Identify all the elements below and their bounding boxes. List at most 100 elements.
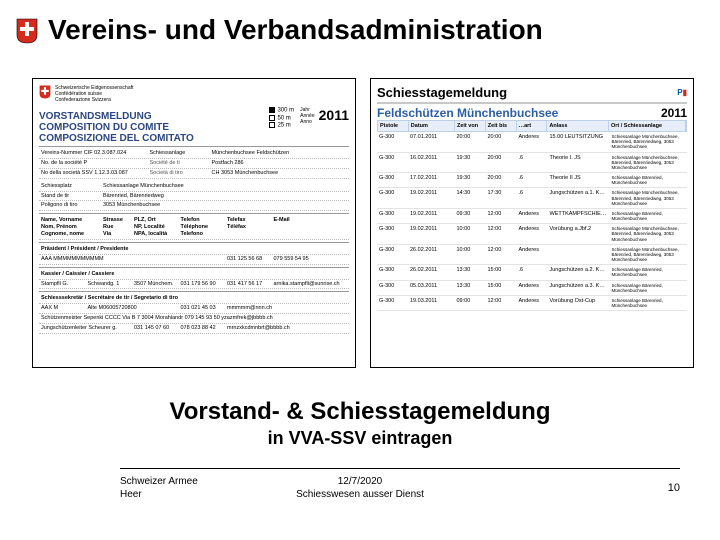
- table-row: G-30019.02.201114:3017:30.6Jungschützen …: [377, 188, 687, 209]
- cell: 031 179 56 90: [179, 281, 226, 288]
- check-50m: 50 m: [269, 115, 294, 122]
- club-title-row: Feldschützen Münchenbuchsee 2011: [377, 102, 687, 120]
- cell: 031 125 56 68: [225, 256, 272, 263]
- year-value: 2011: [661, 106, 687, 120]
- cell: 17.02.2011: [408, 173, 455, 187]
- board-row: Stampfli G. Schwandg. 1 3507 Münchem. 03…: [39, 280, 349, 290]
- cell: 20:00: [486, 153, 517, 173]
- table-row: G-30019.02.201109:3012:00AnderesWETTKAMP…: [377, 209, 687, 224]
- label: Kassier / Caissier / Cassiere: [39, 271, 349, 278]
- table-row: G-30016.02.201119:3020:00.6Theorie I. JS…: [377, 153, 687, 174]
- cell: G-300: [377, 245, 408, 265]
- cell: Jungschützenleiter Scheurer g.: [39, 325, 132, 332]
- cell: Schützenmeister Sepenki CCCC Via B 7 300…: [39, 315, 349, 322]
- cell: Theorie II JS: [548, 173, 610, 187]
- value: 3053 Münchenbuchsee: [101, 202, 349, 209]
- vorstand-form-card: Schweizerische Eidgenossenschaft Confédé…: [32, 78, 356, 368]
- label: Vereins-Nummer CIF 02.3.087.024: [39, 150, 148, 157]
- cell: G-300: [377, 209, 408, 223]
- cell: 031 145 07 60: [132, 325, 179, 332]
- cell: 15:00: [486, 281, 517, 295]
- value: Postfach 286: [210, 160, 350, 167]
- cell: Schiessanlage Münchenbuchsee,Bärenried, …: [610, 188, 688, 208]
- cell: mmmmm@nnn.ch: [225, 305, 349, 312]
- year-value: 2011: [319, 107, 349, 123]
- role-label: Schiesssekretär / Secrétaire de tir / Se…: [39, 294, 349, 304]
- cell: Schiessanlage Münchenbuchsee,Bärenried, …: [610, 153, 688, 173]
- cell: G-300: [377, 296, 408, 310]
- left-card-title: VORSTANDSMELDUNG COMPOSITION DU COMITE C…: [39, 109, 269, 144]
- cell: Alte M06005720800: [86, 305, 179, 312]
- society-row: Stand de tir Bärenried, Bärenriedweg: [39, 192, 349, 202]
- value: Schiessanlage Münchenbuchsee: [101, 183, 349, 190]
- p-logo: P▮: [677, 88, 687, 97]
- right-card-title: Schiesstagemeldung: [377, 85, 507, 100]
- cell: 20:00: [455, 132, 486, 152]
- distance-checks: 300 m 50 m 25 m: [269, 107, 294, 129]
- table-row: G-30017.02.201119:3020:00.6Theorie II JS…: [377, 173, 687, 188]
- value: CH 3053 Münchenbuchsee: [210, 170, 350, 177]
- board-table-head: Name, Vorname Nom, Prénom Cognome, nome …: [39, 216, 349, 240]
- cell: .6: [517, 188, 548, 208]
- forms-row: Schweizerische Eidgenossenschaft Confédé…: [32, 78, 694, 368]
- schiesstage-form-card: Schiesstagemeldung P▮ Feldschützen Münch…: [370, 78, 694, 368]
- cell: Anderes: [517, 132, 548, 152]
- cell: 15:00: [486, 265, 517, 279]
- table-row: G-30019.03.201109:0012:00AnderesVorübung…: [377, 296, 687, 311]
- th: Strasse Rue Via: [101, 217, 132, 238]
- cell: Jungschützen a.2. Kurstag: [548, 265, 610, 279]
- cell: 031 417 56 17: [225, 281, 272, 288]
- cell: G-300: [377, 281, 408, 295]
- th: PLZ, Ort NP, Localité NPA, località: [132, 217, 179, 238]
- cell: 19.02.2011: [408, 188, 455, 208]
- th: Zeit von: [455, 121, 486, 131]
- cell: 19.02.2011: [408, 209, 455, 223]
- swiss-shield-icon: [16, 18, 38, 44]
- table-row: G-30026.02.201113:3015:00.6Jungschützen …: [377, 265, 687, 280]
- th: Ort / Schiessanlage: [609, 121, 686, 131]
- cell: 10:00: [455, 245, 486, 265]
- society-row: Vereins-Nummer CIF 02.3.087.024 Schiessa…: [39, 149, 349, 159]
- label: No della società SSV 1.12.3.03.087: [39, 170, 148, 177]
- cell: 19.02.2011: [408, 224, 455, 244]
- board-row: AAX M Alte M06005720800 031 021 45 03 mm…: [39, 304, 349, 314]
- cell: 13:30: [455, 265, 486, 279]
- cell: Anderes: [517, 245, 548, 265]
- label: Stand de tir: [39, 193, 101, 200]
- cell: 19.03.2011: [408, 296, 455, 310]
- board-row: Jungschützenleiter Scheurer g. 031 145 0…: [39, 324, 349, 334]
- cell: Schiessanlage Münchenbuchsee,Bärenried, …: [610, 132, 688, 152]
- cell: 20:00: [486, 173, 517, 187]
- society-row: Schiessplatz Schiessanlage Münchenbuchse…: [39, 182, 349, 192]
- th: Zeit bis: [486, 121, 517, 131]
- cell: 3507 Münchem.: [132, 281, 179, 288]
- cell: Schiessanlage Bärenried,Münchenbuchsee: [610, 296, 688, 310]
- footer-center: 12/7/2020 Schiesswesen ausser Dienst: [0, 476, 720, 501]
- cell: .6: [517, 173, 548, 187]
- cell: Schiessanlage Bärenried,Münchenbuchsee: [610, 173, 688, 187]
- cell: G-300: [377, 132, 408, 152]
- table-row: G-30019.02.201110:0012:00AnderesVorübung…: [377, 224, 687, 245]
- cell: Jungschützen a.1. Kurstag: [548, 188, 610, 208]
- role-label: Präsident / Président / Presidente: [39, 245, 349, 255]
- cell: 26.02.2011: [408, 245, 455, 265]
- cell: 13:30: [455, 281, 486, 295]
- cell: 12:00: [486, 245, 517, 265]
- cell: 12:00: [486, 296, 517, 310]
- th: Name, Vorname Nom, Prénom Cognome, nome: [39, 217, 101, 238]
- th: Anlass: [547, 121, 609, 131]
- cell: 17:30: [486, 188, 517, 208]
- cell: G-300: [377, 153, 408, 173]
- cell: .6: [517, 153, 548, 173]
- cell: mrnzxkcdmnbrt@bbbb.ch: [225, 325, 349, 332]
- cell: 16.02.2011: [408, 153, 455, 173]
- value: Bärenried, Bärenriedweg: [101, 193, 349, 200]
- cell: G-300: [377, 173, 408, 187]
- cell: arnika.stampfli@sunrise.ch: [272, 281, 350, 288]
- board-row: AAA MMMMMMMMMMM 031 125 56 68 079 559 54…: [39, 255, 349, 265]
- cell: 09:00: [455, 296, 486, 310]
- cell: AAX M: [39, 305, 86, 312]
- label: Poligono di tiro: [39, 202, 101, 209]
- check-300m: 300 m: [269, 107, 294, 114]
- title-line: COMPOSITION DU COMITE: [39, 122, 269, 133]
